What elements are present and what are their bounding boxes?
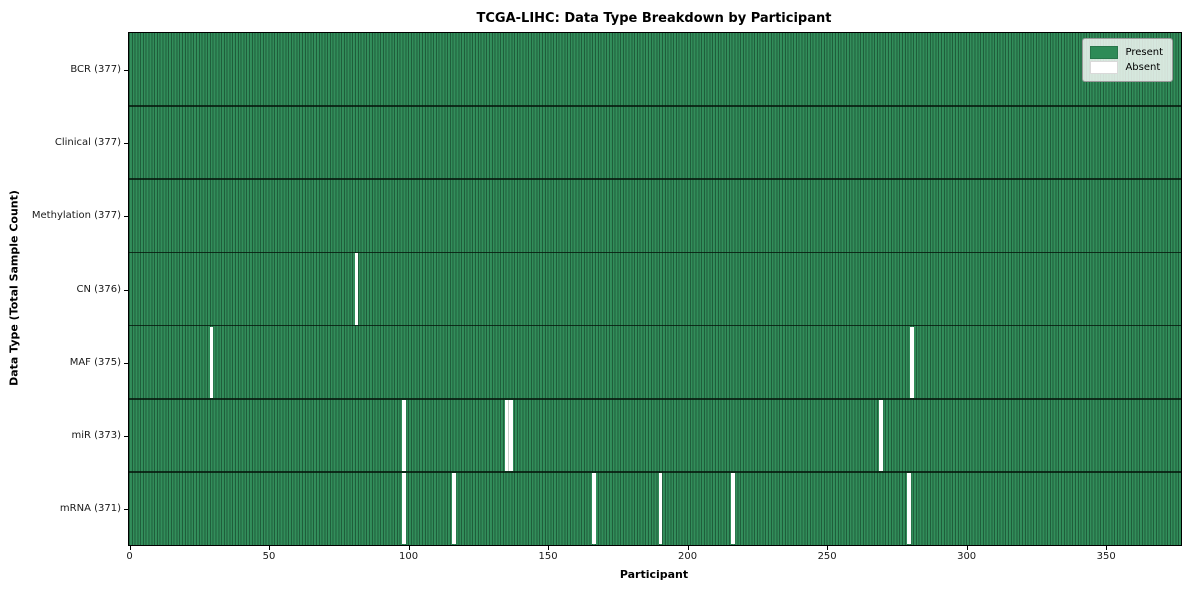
- chart-title: TCGA-LIHC: Data Type Breakdown by Partic…: [476, 11, 832, 26]
- y-tick-mark: [124, 435, 128, 437]
- row-band-miR: [129, 398, 1181, 472]
- row-band-Methylation: [129, 179, 1181, 253]
- legend-entry-present: Present: [1090, 46, 1163, 59]
- absent-gap-miR-98: [402, 399, 406, 472]
- absent-gap-MAF-29: [209, 326, 214, 399]
- absent-swatch: [1090, 61, 1119, 74]
- absent-gap-mRNA-279: [907, 472, 911, 545]
- absent-gap-mRNA-116: [452, 472, 456, 545]
- y-tick-label-mRNA: mRNA (371): [59, 502, 121, 514]
- x-tick-mark: [966, 546, 968, 550]
- legend: Present Absent: [1082, 38, 1173, 82]
- y-tick-label-BCR: BCR (377): [70, 64, 121, 76]
- absent-gap-MAF-280: [909, 326, 914, 399]
- row-separator: [129, 178, 1181, 181]
- x-tick-label-50: 50: [262, 551, 276, 562]
- x-tick-label-150: 150: [538, 551, 558, 562]
- legend-entry-absent: Absent: [1090, 61, 1163, 74]
- y-tick-label-Clinical: Clinical (377): [54, 137, 121, 149]
- heatmap-grid: [129, 33, 1181, 545]
- x-tick-label-250: 250: [817, 551, 837, 562]
- absent-gap-miR-135: [505, 399, 509, 472]
- absent-gap-CN-81: [354, 253, 359, 326]
- y-tick-mark: [124, 508, 128, 510]
- y-tick-label-miR: miR (373): [71, 429, 121, 441]
- x-tick-mark: [827, 546, 829, 550]
- legend-label-absent: Absent: [1125, 61, 1161, 73]
- row-separator: [129, 397, 1181, 400]
- y-tick-mark: [124, 143, 128, 145]
- y-tick-label-CN: CN (376): [76, 283, 121, 295]
- present-swatch: [1090, 46, 1119, 59]
- row-separator: [129, 471, 1181, 473]
- x-axis-label: Participant: [619, 568, 689, 581]
- x-tick-label-100: 100: [398, 551, 419, 562]
- plot-area: Present Absent: [128, 32, 1182, 546]
- absent-gap-mRNA-166: [591, 472, 596, 545]
- absent-gap-mRNA-98: [402, 472, 406, 545]
- x-tick-mark: [129, 546, 131, 550]
- row-band-Clinical: [129, 106, 1181, 180]
- row-band-CN: [129, 252, 1181, 326]
- x-tick-mark: [687, 546, 689, 550]
- row-band-BCR: [129, 33, 1181, 107]
- x-tick-label-0: 0: [126, 551, 133, 562]
- absent-gap-miR-136: [508, 399, 513, 472]
- row-separator: [129, 324, 1181, 327]
- y-tick-mark: [124, 362, 128, 364]
- row-separator: [129, 251, 1181, 254]
- row-separator: [129, 105, 1181, 107]
- row-band-MAF: [129, 325, 1181, 399]
- x-tick-mark: [269, 546, 271, 550]
- y-tick-label-MAF: MAF (375): [69, 356, 121, 368]
- y-tick-mark: [124, 70, 128, 72]
- legend-label-present: Present: [1125, 46, 1163, 58]
- y-tick-mark: [124, 289, 128, 291]
- x-tick-label-350: 350: [1096, 551, 1116, 562]
- y-tick-mark: [124, 216, 128, 218]
- y-tick-label-Methylation: Methylation (377): [31, 210, 121, 222]
- x-tick-label-200: 200: [678, 551, 698, 562]
- x-tick-mark: [1106, 546, 1108, 550]
- x-tick-label-300: 300: [957, 551, 977, 562]
- absent-gap-mRNA-190: [658, 472, 663, 545]
- x-tick-mark: [408, 546, 410, 550]
- absent-gap-mRNA-216: [731, 472, 736, 545]
- absent-gap-miR-269: [879, 399, 883, 472]
- row-band-mRNA: [129, 471, 1181, 545]
- x-tick-mark: [548, 546, 550, 550]
